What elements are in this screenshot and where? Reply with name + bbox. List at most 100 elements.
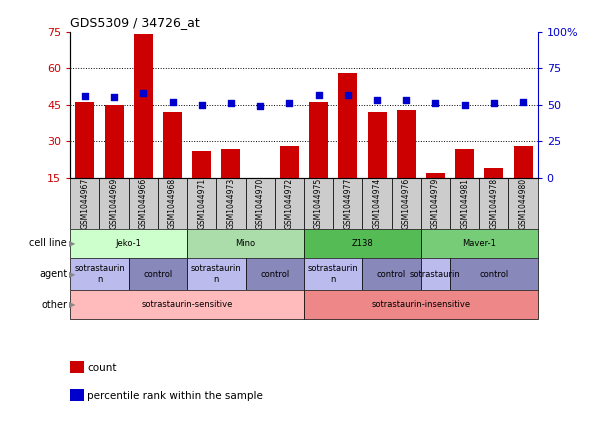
Text: GSM1044979: GSM1044979 [431, 178, 440, 229]
Text: Z138: Z138 [351, 239, 373, 248]
Text: control: control [479, 269, 508, 279]
Text: GSM1044968: GSM1044968 [168, 178, 177, 229]
FancyBboxPatch shape [508, 178, 538, 229]
Point [285, 100, 295, 107]
Text: sotrastaurin-insensitive: sotrastaurin-insensitive [371, 300, 470, 309]
Text: GSM1044975: GSM1044975 [314, 178, 323, 229]
Point [489, 100, 499, 107]
FancyBboxPatch shape [421, 258, 450, 290]
Point [109, 94, 119, 101]
Bar [514, 146, 533, 178]
FancyBboxPatch shape [216, 178, 246, 229]
Bar [338, 73, 357, 178]
Text: sotrastaurin
n: sotrastaurin n [74, 264, 125, 284]
FancyBboxPatch shape [70, 290, 304, 319]
FancyBboxPatch shape [392, 178, 421, 229]
Text: control: control [377, 269, 406, 279]
Text: GSM1044969: GSM1044969 [109, 178, 119, 229]
Point [518, 99, 528, 105]
Text: sotrastaurin-sensitive: sotrastaurin-sensitive [141, 300, 233, 309]
Text: control: control [260, 269, 290, 279]
FancyBboxPatch shape [129, 178, 158, 229]
Bar [163, 112, 182, 178]
Point [459, 102, 469, 108]
Text: GSM1044974: GSM1044974 [373, 178, 381, 229]
Text: sotrastaurin: sotrastaurin [410, 269, 461, 279]
FancyBboxPatch shape [187, 229, 304, 258]
Point [313, 91, 323, 98]
Text: GSM1044978: GSM1044978 [489, 178, 499, 229]
FancyBboxPatch shape [70, 258, 129, 290]
Text: GSM1044977: GSM1044977 [343, 178, 353, 229]
FancyBboxPatch shape [70, 178, 100, 229]
Text: sotrastaurin
n: sotrastaurin n [308, 264, 359, 284]
Point [255, 103, 265, 110]
Point [80, 93, 90, 99]
FancyBboxPatch shape [304, 290, 538, 319]
Bar [134, 34, 153, 178]
Bar [455, 148, 474, 178]
Bar [426, 173, 445, 178]
FancyBboxPatch shape [70, 229, 187, 258]
FancyBboxPatch shape [187, 178, 216, 229]
FancyBboxPatch shape [421, 178, 450, 229]
Text: count: count [87, 363, 117, 373]
Bar [192, 151, 211, 178]
Point [431, 100, 441, 107]
Text: GSM1044971: GSM1044971 [197, 178, 207, 229]
Text: cell line: cell line [29, 239, 67, 248]
FancyBboxPatch shape [246, 258, 304, 290]
FancyBboxPatch shape [333, 178, 362, 229]
Bar [397, 110, 415, 178]
Text: ▶: ▶ [69, 269, 76, 279]
FancyBboxPatch shape [304, 258, 362, 290]
FancyBboxPatch shape [304, 229, 421, 258]
FancyBboxPatch shape [450, 178, 479, 229]
Text: GSM1044970: GSM1044970 [255, 178, 265, 229]
FancyBboxPatch shape [421, 229, 538, 258]
Text: ▶: ▶ [69, 300, 76, 309]
Point [139, 90, 148, 96]
Bar [75, 102, 94, 178]
FancyBboxPatch shape [158, 178, 187, 229]
Text: sotrastaurin
n: sotrastaurin n [191, 264, 242, 284]
Text: percentile rank within the sample: percentile rank within the sample [87, 390, 263, 401]
Text: ▶: ▶ [69, 239, 76, 248]
Text: control: control [144, 269, 172, 279]
Text: other: other [41, 300, 67, 310]
Bar [251, 178, 269, 207]
Point [343, 91, 353, 98]
Text: GSM1044980: GSM1044980 [519, 178, 527, 229]
Text: GSM1044981: GSM1044981 [460, 178, 469, 229]
Bar [104, 105, 123, 178]
FancyBboxPatch shape [479, 178, 508, 229]
FancyBboxPatch shape [275, 178, 304, 229]
Text: Mino: Mino [235, 239, 255, 248]
Text: Maver-1: Maver-1 [463, 239, 496, 248]
FancyBboxPatch shape [129, 258, 187, 290]
FancyBboxPatch shape [187, 258, 246, 290]
Text: GSM1044967: GSM1044967 [81, 178, 89, 229]
FancyBboxPatch shape [362, 258, 421, 290]
Text: GDS5309 / 34726_at: GDS5309 / 34726_at [70, 16, 200, 29]
Point [372, 97, 382, 104]
Bar [309, 102, 328, 178]
Text: GSM1044973: GSM1044973 [227, 178, 235, 229]
Point [226, 100, 236, 107]
Text: GSM1044966: GSM1044966 [139, 178, 148, 229]
Point [401, 97, 411, 104]
FancyBboxPatch shape [362, 178, 392, 229]
FancyBboxPatch shape [100, 178, 129, 229]
Point [197, 102, 207, 108]
Text: GSM1044972: GSM1044972 [285, 178, 294, 229]
Point [167, 99, 177, 105]
Bar [485, 168, 503, 178]
Bar [367, 112, 387, 178]
Bar [221, 148, 241, 178]
Text: Jeko-1: Jeko-1 [115, 239, 142, 248]
FancyBboxPatch shape [246, 178, 275, 229]
FancyBboxPatch shape [450, 258, 538, 290]
FancyBboxPatch shape [304, 178, 333, 229]
Text: agent: agent [39, 269, 67, 279]
Text: GSM1044976: GSM1044976 [401, 178, 411, 229]
